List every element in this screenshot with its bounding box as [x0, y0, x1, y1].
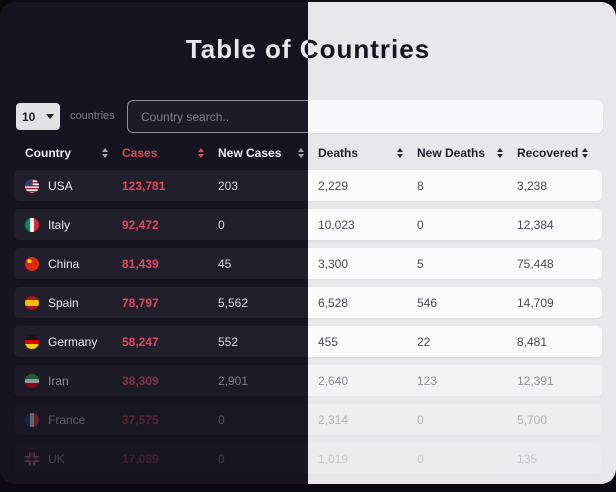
sort-icon[interactable]: [582, 148, 588, 158]
country-name: Italy: [48, 217, 71, 232]
country-search: [127, 100, 603, 133]
deaths-value: 6,528: [318, 295, 349, 310]
cases-value: 92,472: [122, 217, 159, 232]
germany-flag-icon: [25, 334, 39, 349]
table-body: USA 123,781 203 2,229 8 3,238 Italy 92,4…: [14, 170, 602, 482]
new-cases-value: 0: [218, 412, 225, 427]
table-row-iran: Iran 38,309 2,901 2,640 123 12,391: [14, 365, 602, 396]
column-header-recovered[interactable]: Recovered: [517, 146, 602, 160]
new-deaths-value: 8: [417, 178, 424, 193]
table-row-italy: Italy 92,472 0 10,023 0 12,384: [14, 209, 602, 240]
country-name: France: [48, 412, 86, 427]
new-cases-value: 45: [218, 256, 232, 271]
new-cases-value: 5,562: [218, 295, 249, 310]
country-name: USA: [48, 178, 73, 193]
sort-icon[interactable]: [497, 148, 503, 158]
new-cases-value: 552: [218, 334, 239, 349]
table-row-spain: Spain 78,797 5,562 6,528 546 14,709: [14, 287, 602, 318]
table-row-germany: Germany 58,247 552 455 22 8,481: [14, 326, 602, 357]
page-title: Table of Countries: [185, 34, 431, 64]
sort-icon[interactable]: [198, 148, 204, 158]
new-cases-value: 0: [218, 451, 225, 466]
new-deaths-value: 0: [417, 412, 424, 427]
spain-flag-icon: [25, 295, 39, 310]
table-header-row: Country Cases New Cases Deaths New Death…: [14, 143, 602, 163]
cases-value: 123,781: [122, 178, 166, 193]
cases-value: 38,309: [122, 373, 159, 388]
new-deaths-value: 123: [417, 373, 438, 388]
page-title-light-half: Table of Countries: [185, 34, 431, 64]
page-size-select[interactable]: 10: [16, 103, 60, 130]
column-header-deaths[interactable]: Deaths: [318, 146, 417, 160]
sort-icon[interactable]: [298, 148, 304, 158]
cases-value: 81,439: [122, 256, 159, 271]
cases-value: 37,575: [122, 412, 159, 427]
page-size-label: countries: [70, 110, 115, 122]
china-flag-icon: [25, 256, 39, 271]
deaths-value: 2,314: [318, 412, 349, 427]
cases-value: 17,089: [122, 451, 159, 466]
new-deaths-value: 546: [417, 295, 438, 310]
country-name: Iran: [48, 373, 69, 388]
new-deaths-value: 5: [417, 256, 424, 271]
sort-icon[interactable]: [102, 148, 108, 158]
recovered-value: 75,448: [517, 256, 554, 271]
country-name: UK: [48, 451, 65, 466]
deaths-value: 2,640: [318, 373, 349, 388]
uk-flag-icon: [25, 451, 39, 466]
italy-flag-icon: [25, 217, 39, 232]
column-header-new-deaths[interactable]: New Deaths: [417, 146, 517, 160]
france-flag-icon: [25, 412, 39, 427]
recovered-value: 12,391: [517, 373, 554, 388]
cases-value: 58,247: [122, 334, 159, 349]
deaths-value: 2,229: [318, 178, 349, 193]
sort-icon[interactable]: [397, 148, 403, 158]
usa-flag-icon: [25, 178, 39, 193]
search-input[interactable]: [127, 100, 603, 133]
country-name: Germany: [48, 334, 98, 349]
table-row-china: China 81,439 45 3,300 5 75,448: [14, 248, 602, 279]
recovered-value: 12,384: [517, 217, 554, 232]
new-deaths-value: 0: [417, 451, 424, 466]
table-of-countries-panel: Table of Countries Table of Countries 10…: [0, 2, 616, 484]
new-deaths-value: 0: [417, 217, 424, 232]
recovered-value: 5,700: [517, 412, 548, 427]
country-name: Spain: [48, 295, 79, 310]
recovered-value: 135: [517, 451, 538, 466]
new-cases-value: 2,901: [218, 373, 249, 388]
deaths-value: 3,300: [318, 256, 349, 271]
table-row-usa: USA 123,781 203 2,229 8 3,238: [14, 170, 602, 201]
column-header-new-cases[interactable]: New Cases: [218, 146, 318, 160]
iran-flag-icon: [25, 373, 39, 388]
deaths-value: 455: [318, 334, 339, 349]
recovered-value: 8,481: [517, 334, 548, 349]
new-cases-value: 0: [218, 217, 225, 232]
page-size-value: 10: [22, 109, 36, 124]
country-name: China: [48, 256, 80, 271]
recovered-value: 3,238: [517, 178, 548, 193]
table-row-uk: UK 17,089 0 1,019 0 135: [14, 443, 602, 474]
chevron-down-icon: [46, 114, 54, 119]
table-row-france: France 37,575 0 2,314 0 5,700: [14, 404, 602, 435]
recovered-value: 14,709: [517, 295, 554, 310]
column-header-country[interactable]: Country: [25, 146, 122, 160]
cases-value: 78,797: [122, 295, 159, 310]
column-header-cases[interactable]: Cases: [122, 146, 218, 160]
deaths-value: 1,019: [318, 451, 349, 466]
new-deaths-value: 22: [417, 334, 431, 349]
deaths-value: 10,023: [318, 217, 355, 232]
new-cases-value: 203: [218, 178, 239, 193]
